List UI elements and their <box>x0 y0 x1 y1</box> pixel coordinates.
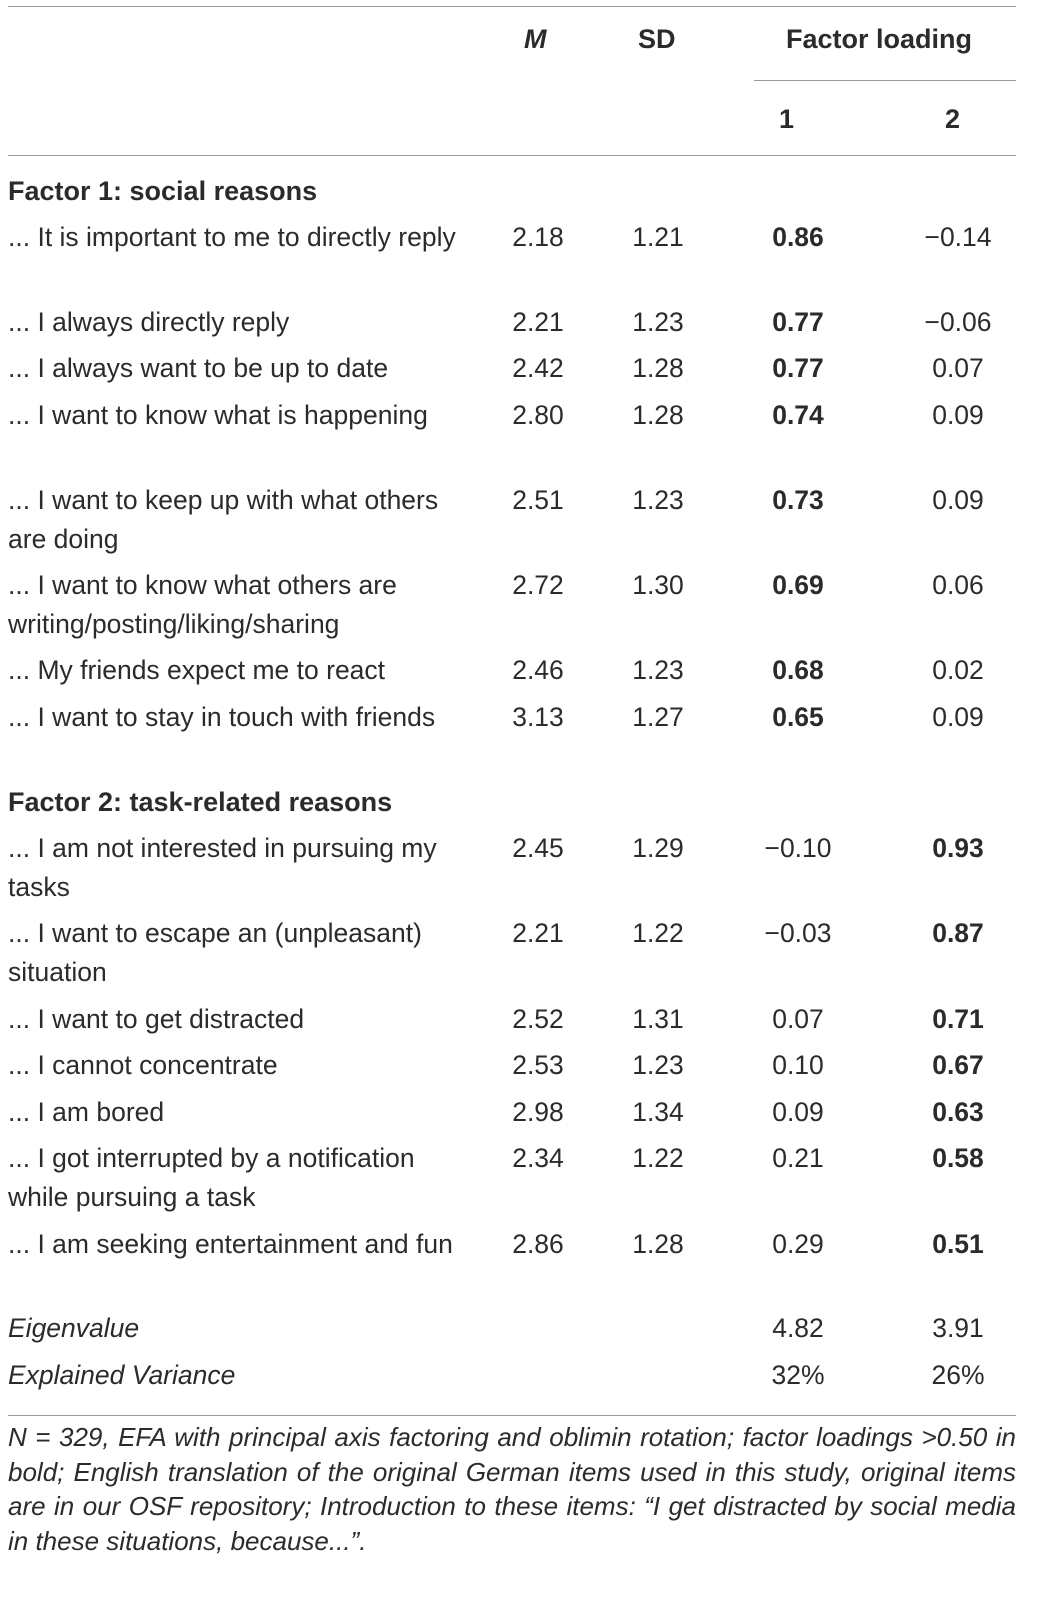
item-text: ... I am bored <box>8 1097 165 1127</box>
factor2-loading: 0.02 <box>932 655 984 685</box>
factor1-loading: 0.77 <box>772 307 824 337</box>
factor2-loading: 0.51 <box>932 1229 984 1259</box>
factor2-loading: 0.09 <box>932 400 984 430</box>
mean-value: 2.98 <box>512 1097 564 1127</box>
mean-value: 2.46 <box>512 655 564 685</box>
factor1-loading: 0.73 <box>772 485 824 515</box>
factor1-loading: 0.10 <box>772 1050 824 1080</box>
factor1-loading: 0.68 <box>772 655 824 685</box>
header-factor-1: 1 <box>779 104 795 134</box>
factor1-loading: 0.29 <box>772 1229 824 1259</box>
factor2-loading: 0.71 <box>932 1004 984 1034</box>
item-text: ... I want to keep up with what others a… <box>8 485 439 554</box>
summary-label: Eigenvalue <box>8 1313 140 1343</box>
mean-value: 2.80 <box>512 400 564 430</box>
factor2-variance: 26% <box>931 1360 985 1390</box>
sd-value: 1.23 <box>632 655 684 685</box>
header-sd: SD <box>638 24 676 54</box>
factor2-loading: 0.07 <box>932 353 984 383</box>
header-mean: M <box>524 24 547 54</box>
item-text: ... I am seeking entertainment and fun <box>8 1229 453 1259</box>
sd-value: 1.21 <box>632 222 684 252</box>
factor2-loading: 0.06 <box>932 570 984 600</box>
sd-value: 1.23 <box>632 485 684 515</box>
factor-loading-subrule <box>754 80 1016 81</box>
mean-value: 2.18 <box>512 222 564 252</box>
summary-label: Explained Variance <box>8 1360 236 1390</box>
sd-value: 1.29 <box>632 833 684 863</box>
item-text: ... I want to know what is happening <box>8 400 428 430</box>
item-text: ... I got interrupted by a notification … <box>8 1143 415 1212</box>
factor2-loading: 0.67 <box>932 1050 984 1080</box>
factor1-variance: 32% <box>771 1360 825 1390</box>
item-text: ... I want to stay in touch with friends <box>8 702 436 732</box>
item-text: ... I want to know what others are writi… <box>8 570 397 639</box>
factor1-loading: 0.21 <box>772 1143 824 1173</box>
sd-value: 1.22 <box>632 918 684 948</box>
factor2-loading: 0.09 <box>932 485 984 515</box>
sd-value: 1.22 <box>632 1143 684 1173</box>
item-text: ... I always directly reply <box>8 307 290 337</box>
item-text: ... I cannot concentrate <box>8 1050 278 1080</box>
header-factor-loading: Factor loading <box>786 24 973 54</box>
mean-value: 2.86 <box>512 1229 564 1259</box>
sd-value: 1.28 <box>632 1229 684 1259</box>
mean-value: 2.34 <box>512 1143 564 1173</box>
factor1-loading: 0.65 <box>772 702 824 732</box>
factor1-eigenvalue: 4.82 <box>772 1313 824 1343</box>
mean-value: 3.13 <box>512 702 564 732</box>
factor1-loading: 0.69 <box>772 570 824 600</box>
factor1-loading: −0.10 <box>764 833 832 863</box>
factor2-eigenvalue: 3.91 <box>932 1313 984 1343</box>
factor2-loading: 0.87 <box>932 918 984 948</box>
sd-value: 1.30 <box>632 570 684 600</box>
mean-value: 2.45 <box>512 833 564 863</box>
header-factor-2: 2 <box>945 104 961 134</box>
mean-value: 2.52 <box>512 1004 564 1034</box>
factor1-loading: 0.86 <box>772 222 824 252</box>
mean-value: 2.42 <box>512 353 564 383</box>
item-text: ... My friends expect me to react <box>8 655 386 685</box>
factor1-loading: 0.09 <box>772 1097 824 1127</box>
item-text: ... I want to escape an (unpleasant) sit… <box>8 918 422 987</box>
factor1-loading: 0.07 <box>772 1004 824 1034</box>
mean-value: 2.51 <box>512 485 564 515</box>
section-title-social: Factor 1: social reasons <box>8 176 318 206</box>
factor2-loading: −0.14 <box>924 222 992 252</box>
table-footnote: N = 329, EFA with principal axis factori… <box>8 1422 1016 1556</box>
section-title-task: Factor 2: task-related reasons <box>8 787 393 817</box>
factor2-loading: 0.63 <box>932 1097 984 1127</box>
factor1-loading: 0.74 <box>772 400 824 430</box>
factor2-loading: 0.58 <box>932 1143 984 1173</box>
mean-value: 2.72 <box>512 570 564 600</box>
factor1-loading: −0.03 <box>764 918 832 948</box>
item-text: ... I want to get distracted <box>8 1004 305 1034</box>
sd-value: 1.23 <box>632 1050 684 1080</box>
item-text: ... I always want to be up to date <box>8 353 389 383</box>
mean-value: 2.21 <box>512 918 564 948</box>
factor2-loading: 0.09 <box>932 702 984 732</box>
sd-value: 1.34 <box>632 1097 684 1127</box>
sd-value: 1.28 <box>632 353 684 383</box>
mean-value: 2.53 <box>512 1050 564 1080</box>
factor2-loading: 0.93 <box>932 833 984 863</box>
item-text: ... It is important to me to directly re… <box>8 222 456 252</box>
item-text: ... I am not interested in pursuing my t… <box>8 833 437 902</box>
mean-value: 2.21 <box>512 307 564 337</box>
sd-value: 1.27 <box>632 702 684 732</box>
factor2-loading: −0.06 <box>924 307 992 337</box>
sd-value: 1.23 <box>632 307 684 337</box>
header-rule <box>8 155 1016 156</box>
factor1-loading: 0.77 <box>772 353 824 383</box>
top-rule <box>8 6 1016 7</box>
bottom-rule <box>8 1415 1016 1416</box>
sd-value: 1.28 <box>632 400 684 430</box>
sd-value: 1.31 <box>632 1004 684 1034</box>
